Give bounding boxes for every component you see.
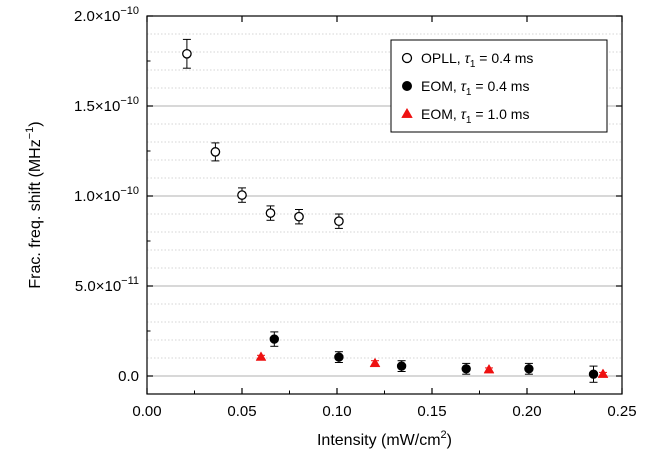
legend-marker — [401, 107, 413, 118]
x-axis-title-tail: ) — [447, 432, 452, 449]
data-point — [269, 334, 279, 344]
x-tick-labels: 0.00 0.05 0.10 0.15 0.20 0.25 — [132, 403, 636, 420]
data-point — [334, 216, 344, 227]
data-points — [182, 38, 609, 383]
legend-marker — [402, 81, 412, 91]
data-point — [369, 357, 381, 368]
legend-box — [390, 39, 608, 133]
data-point — [524, 364, 534, 374]
data-point — [255, 351, 267, 361]
data-point — [265, 208, 276, 218]
data-point — [237, 190, 247, 200]
data-point — [483, 363, 495, 374]
axis-ticks — [146, 15, 623, 394]
y-tick-label: 2.0×10−10 — [74, 5, 139, 25]
y-axis-title-main: Frac. freq. shift (MHz — [27, 139, 44, 288]
y-tick-label: 1.5×10−10 — [74, 95, 139, 115]
y-tick-label: 1.0×10−10 — [74, 185, 139, 205]
y-tick-label: 0.0 — [118, 368, 139, 385]
legend-item-1: OPLL, τ1 = 0.4 ms — [401, 50, 533, 70]
series-3 — [255, 351, 609, 378]
data-point — [396, 361, 407, 371]
x-tick-label: 0.10 — [322, 403, 351, 420]
legend-label: EOM, τ1 = 0.4 ms — [421, 78, 529, 98]
y-axis-title-sup: −1 — [24, 127, 36, 140]
data-point — [182, 48, 192, 59]
legend-label: OPLL, τ1 = 0.4 ms — [421, 50, 533, 70]
series-2 — [269, 331, 599, 383]
legend-item-3: EOM, τ1 = 1.0 ms — [401, 106, 529, 126]
series-1 — [182, 38, 344, 229]
y-tick-label: 5.0×10−11 — [75, 275, 139, 295]
data-point — [294, 211, 304, 222]
x-axis-title-sup: 2 — [441, 429, 447, 441]
data-point — [334, 352, 344, 362]
legend: OPLL, τ1 = 0.4 ms EOM, τ1 = 0.4 ms EOM, τ1… — [390, 39, 608, 133]
x-axis-title-main: Intensity (mW/cm — [317, 432, 441, 449]
y-axis-title: Frac. freq. shift (MHz−1) — [24, 121, 44, 288]
data-point — [210, 147, 221, 157]
x-tick-label: 0.00 — [132, 403, 161, 420]
legend-item-2: EOM, τ1 = 0.4 ms — [402, 78, 529, 98]
x-tick-label: 0.20 — [512, 403, 541, 420]
data-point — [588, 369, 599, 379]
legend-marker — [401, 52, 413, 64]
y-tick-labels: 0.0 5.0×10−11 1.0×10−10 1.5×10−10 2.0×10−10 — [74, 5, 139, 385]
x-tick-label: 0.25 — [607, 403, 636, 420]
y-axis-title-tail: ) — [27, 121, 44, 126]
data-point — [461, 364, 471, 374]
x-axis-title: Intensity (mW/cm2) — [317, 429, 452, 449]
data-point — [597, 368, 609, 378]
x-tick-label: 0.15 — [417, 403, 446, 420]
x-tick-label: 0.05 — [227, 403, 256, 420]
legend-label: EOM, τ1 = 1.0 ms — [421, 106, 529, 126]
